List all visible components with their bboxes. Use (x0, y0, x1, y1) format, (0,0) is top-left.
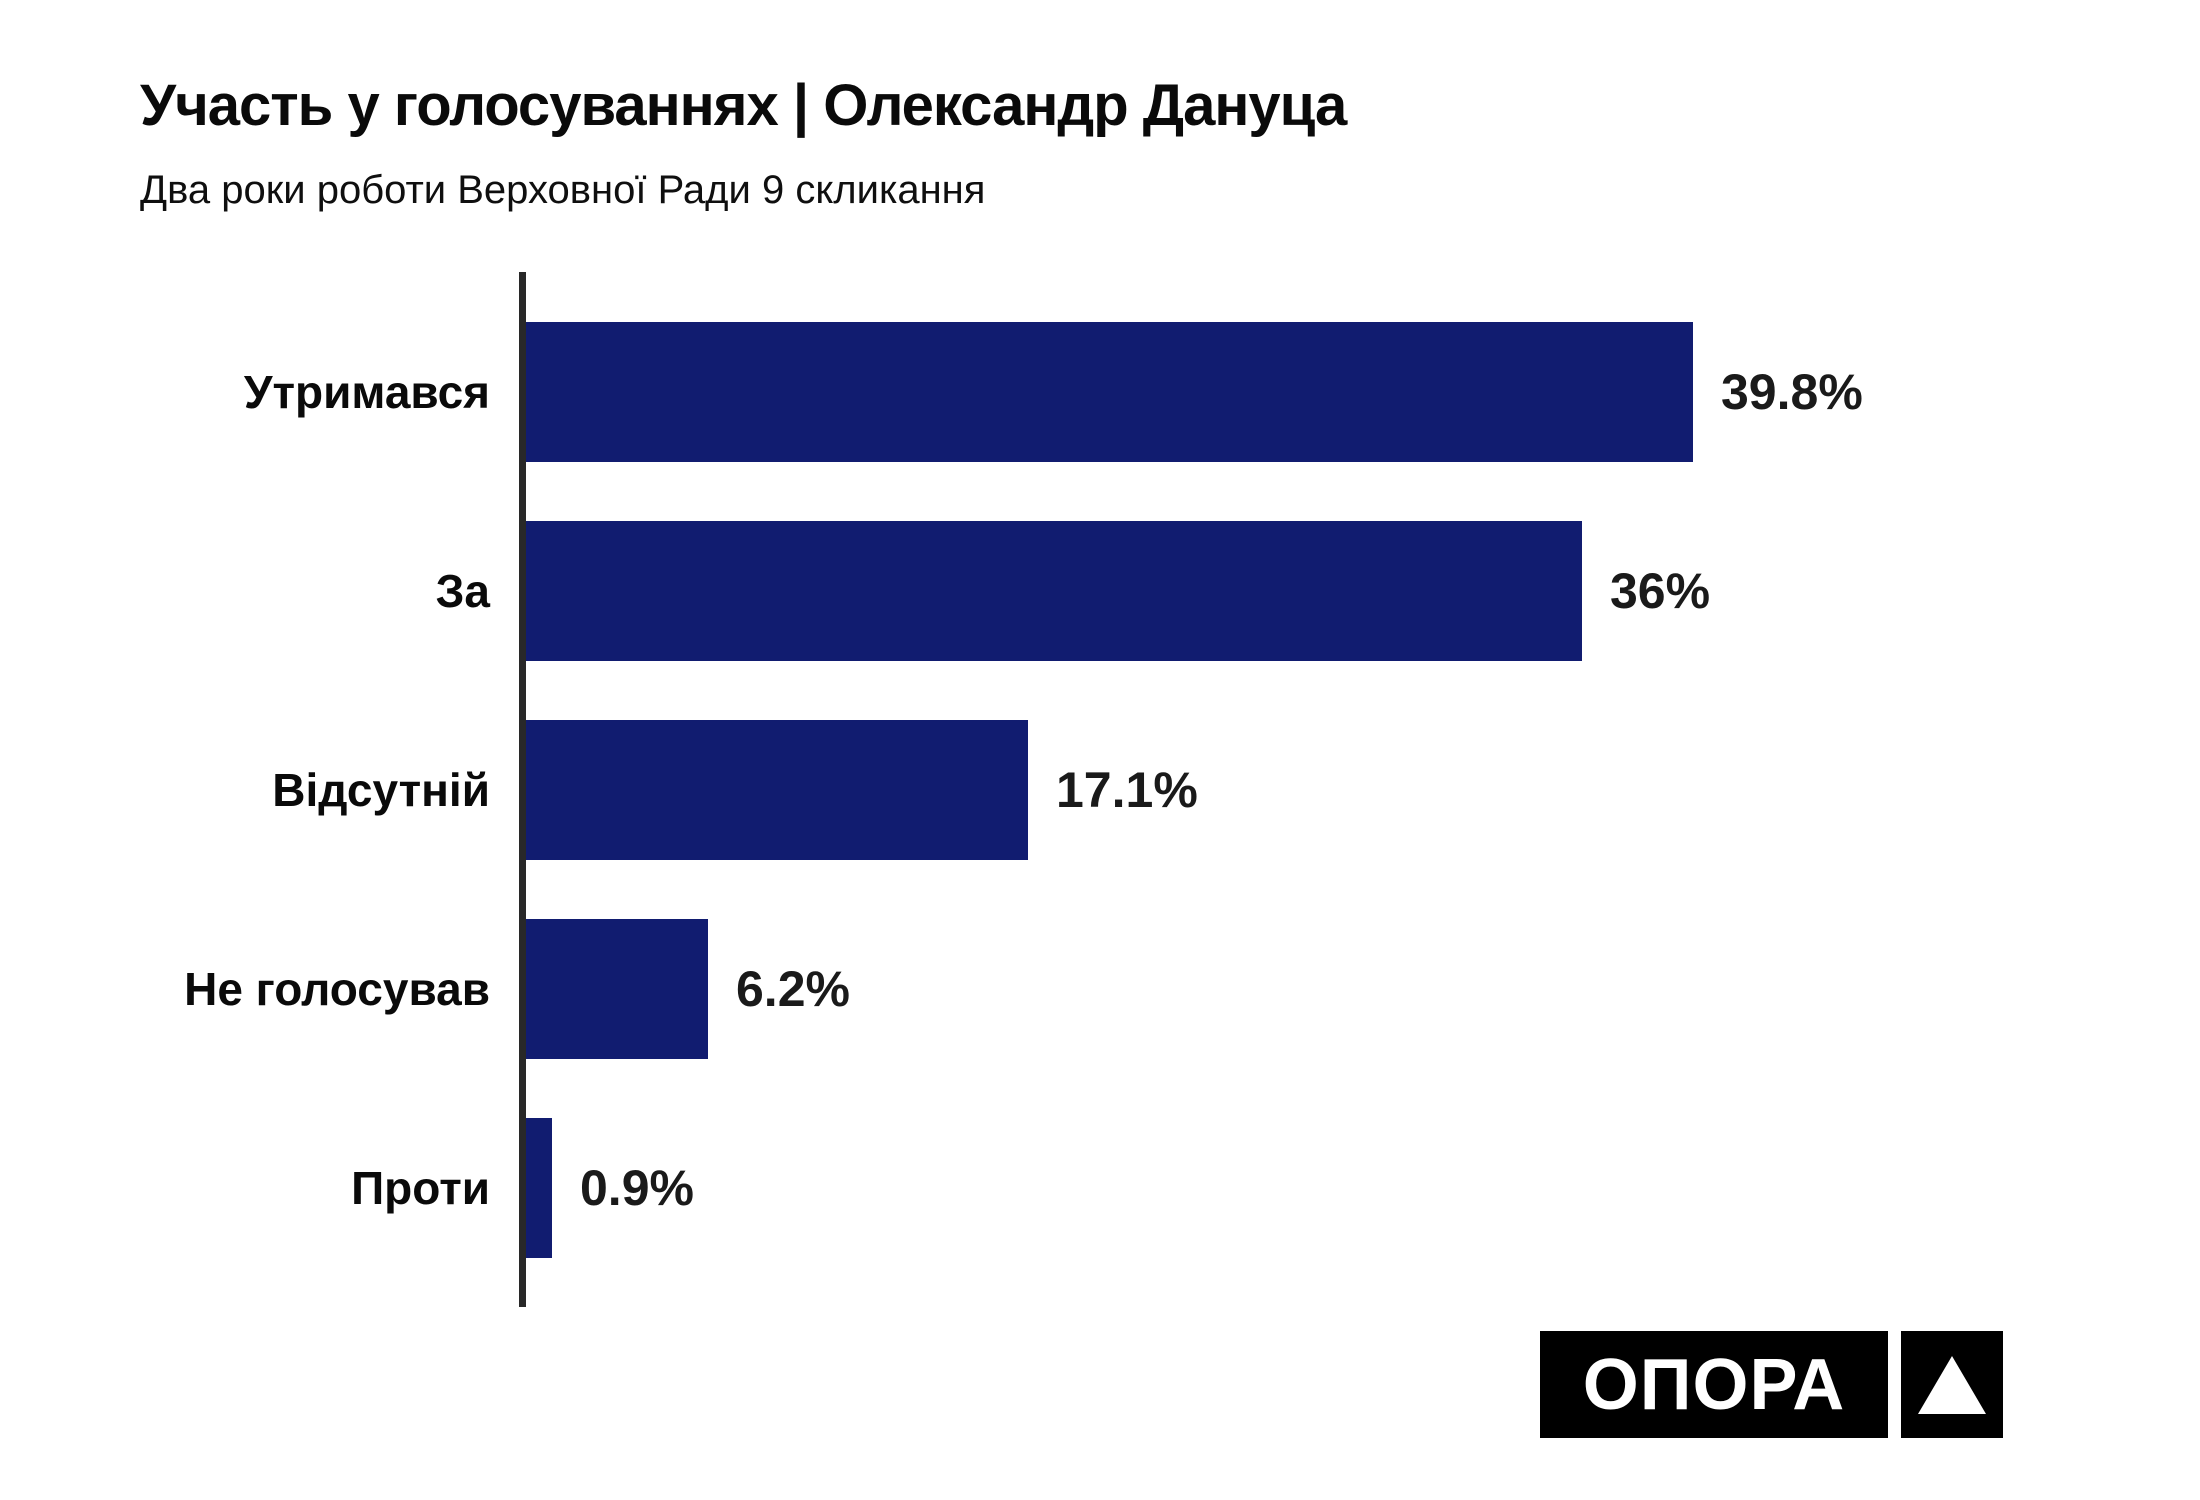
category-label: Утримався (243, 366, 490, 418)
y-axis-line (519, 272, 526, 1307)
value-label: 0.9% (580, 1160, 694, 1216)
category-label: Відсутній (272, 764, 490, 816)
value-label: 17.1% (1056, 762, 1198, 818)
opora-logo: ОПОРА (1540, 1331, 2003, 1438)
bar (526, 322, 1693, 462)
bar-row-3: Відсутній 17.1% (0, 720, 2200, 860)
bar (526, 521, 1582, 661)
value-label: 39.8% (1721, 364, 1863, 420)
page-title: Участь у голосуваннях | Олександр Дануца (140, 73, 1347, 138)
triangle-up-icon (1918, 1355, 1986, 1414)
bar (526, 919, 708, 1059)
bar (526, 720, 1028, 860)
category-label: Не голосував (184, 963, 490, 1015)
bar-chart: Утримався 39.8% За 36% Відсутній 17.1% Не голо… (0, 272, 2200, 1307)
bar-row-4: Не голосував 6.2% (0, 919, 2200, 1059)
opora-logo-wordmark: ОПОРА (1540, 1331, 1888, 1438)
category-label: За (435, 565, 490, 617)
bar-row-2: За 36% (0, 521, 2200, 661)
opora-logo-text: ОПОРА (1582, 1344, 1846, 1425)
opora-logo-mark (1901, 1331, 2003, 1438)
value-label: 6.2% (736, 961, 850, 1017)
bar-row-5: Проти 0.9% (0, 1118, 2200, 1258)
category-label: Проти (351, 1162, 490, 1214)
bar (526, 1118, 552, 1258)
bar-row-1: Утримався 39.8% (0, 322, 2200, 462)
page-subtitle: Два роки роботи Верховної Ради 9 скликан… (140, 168, 986, 212)
value-label: 36% (1610, 563, 1711, 619)
